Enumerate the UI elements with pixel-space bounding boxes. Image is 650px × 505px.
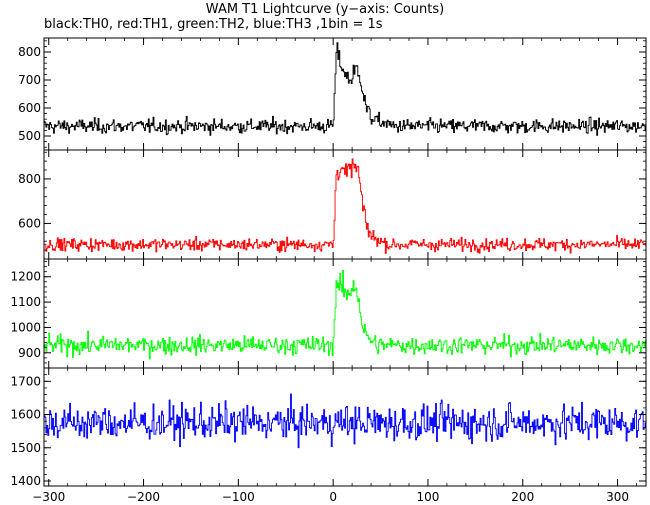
x-tick-label: −200 — [127, 490, 160, 504]
x-axis: −300 −200 −100 0 100 200 300 — [32, 490, 629, 504]
panel-frame — [43, 37, 647, 151]
y-tick-label: 1400 — [10, 474, 41, 488]
y-tick-label: 1700 — [10, 374, 41, 388]
panel-frame — [43, 258, 647, 369]
y-tick-label: 1200 — [10, 270, 41, 284]
series-th0-line — [44, 42, 646, 136]
y-tick-label: 600 — [18, 216, 41, 230]
chart-subtitle: black:TH0, red:TH1, green:TH2, blue:TH3 … — [44, 17, 383, 32]
x-tick-label: 200 — [511, 490, 534, 504]
panel-frame — [43, 367, 647, 487]
y-tick-label: 600 — [18, 101, 41, 115]
chart-title: WAM T1 Lightcurve (y−axis: Counts) — [205, 2, 445, 17]
panels-layer: 500 600 700 800 600 800 900 1000 1100 1200 1400 150… — [10, 37, 647, 488]
panel-th0: 500 600 700 800 — [18, 37, 647, 151]
x-tick-label: −300 — [32, 490, 65, 504]
x-tick-label: 100 — [416, 490, 439, 504]
y-tick-label: 1500 — [10, 441, 41, 455]
series-th2-line — [44, 269, 646, 360]
y-tick-label: 900 — [18, 346, 41, 360]
y-tick-label: 1100 — [10, 295, 41, 309]
y-tick-label: 1000 — [10, 320, 41, 334]
x-tick-label: −100 — [222, 490, 255, 504]
y-tick-label: 800 — [18, 45, 41, 59]
series-th3-line — [44, 393, 646, 449]
y-tick-label: 500 — [18, 129, 41, 143]
panel-th3: 1400 1500 1600 1700 — [10, 367, 647, 488]
x-tick-label: 0 — [329, 490, 337, 504]
y-tick-label: 800 — [18, 172, 41, 186]
y-tick-label: 700 — [18, 73, 41, 87]
y-tick-label: 1600 — [10, 408, 41, 422]
panel-th2: 900 1000 1100 1200 — [10, 258, 647, 369]
panel-th1: 600 800 — [18, 149, 647, 260]
series-th1-line — [44, 158, 646, 254]
x-tick-label: 300 — [606, 490, 629, 504]
